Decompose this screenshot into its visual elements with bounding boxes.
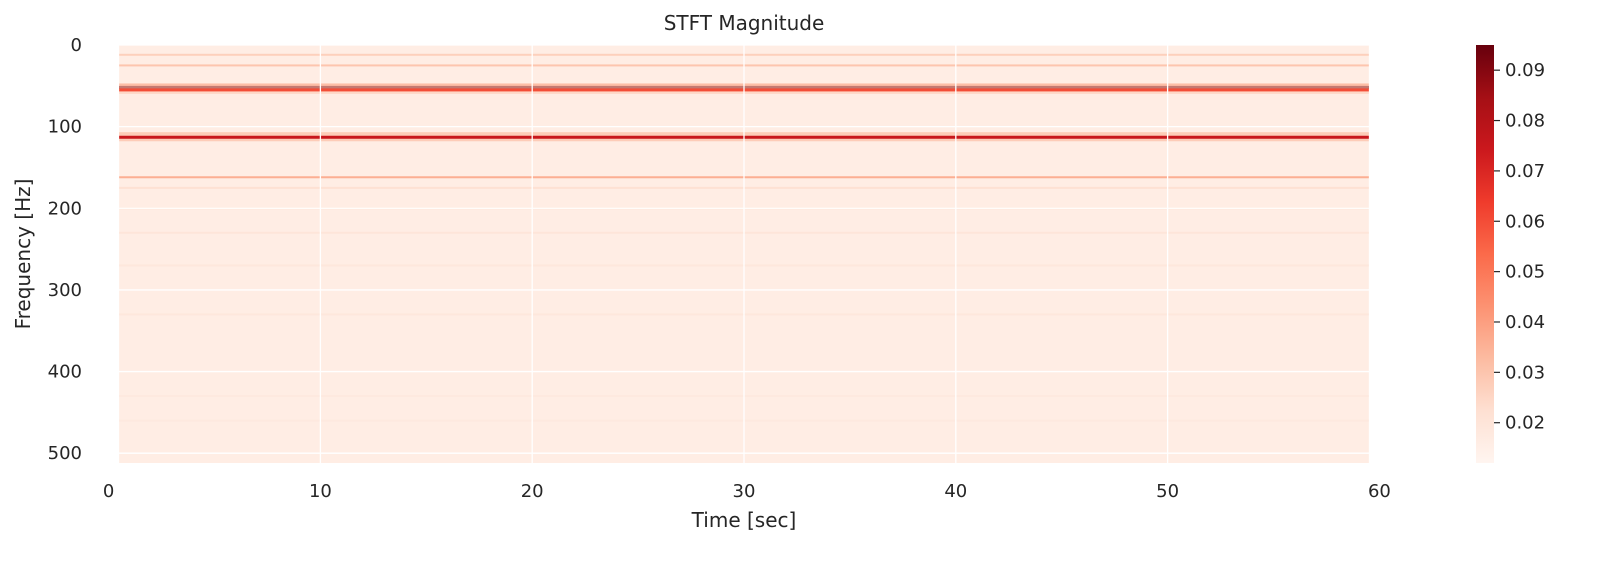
y-tick-label: 500	[48, 443, 82, 464]
colorbar-tick-label: 0.08	[1505, 111, 1545, 132]
y-tick-label: 200	[48, 198, 82, 219]
y-tick-label: 400	[48, 362, 82, 383]
x-axis-label: Time [sec]	[691, 508, 797, 532]
x-tick-label: 30	[733, 481, 756, 502]
y-axis: 0 100 200 300 400 500	[48, 35, 82, 464]
x-tick-label: 50	[1156, 481, 1179, 502]
colorbar-tick-label: 0.07	[1505, 161, 1545, 182]
chart-title: STFT Magnitude	[664, 11, 825, 35]
colorbar-tick-label: 0.06	[1505, 211, 1545, 232]
y-tick-label: 100	[48, 117, 82, 138]
colorbar-ticks: 0.02 0.03 0.04 0.05 0.06 0.07 0.08 0.09	[1494, 60, 1545, 434]
x-tick-label: 20	[521, 481, 544, 502]
colorbar-tick-label: 0.05	[1505, 262, 1545, 283]
plot-area	[98, 45, 1390, 463]
colorbar-tick-label: 0.04	[1505, 312, 1545, 333]
y-tick-label: 0	[71, 35, 82, 56]
y-axis-label: Frequency [Hz]	[11, 179, 35, 330]
colorbar: 0.02 0.03 0.04 0.05 0.06 0.07 0.08 0.09	[1476, 45, 1545, 463]
y-tick-label: 300	[48, 280, 82, 301]
x-tick-label: 40	[944, 481, 967, 502]
colorbar-tick-label: 0.03	[1505, 362, 1545, 383]
x-tick-label: 60	[1368, 481, 1391, 502]
colorbar-tick-label: 0.02	[1505, 413, 1545, 434]
colorbar-gradient	[1476, 45, 1494, 463]
x-tick-label: 0	[103, 481, 114, 502]
x-axis: 0 10 20 30 40 50 60	[103, 481, 1391, 502]
x-tick-label: 10	[309, 481, 332, 502]
grid	[98, 45, 1390, 463]
colorbar-tick-label: 0.09	[1505, 60, 1545, 81]
